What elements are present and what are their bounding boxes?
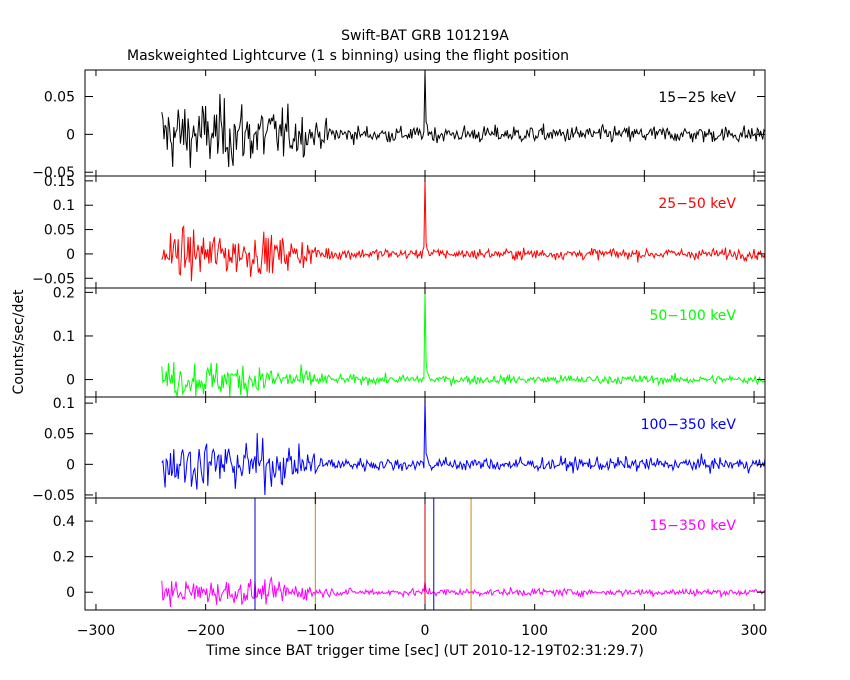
x-tick-label-6: 200 [631,623,658,639]
y-tick-label-4-3: 0.05 [44,427,75,443]
x-tick-label-7: 300 [741,623,768,639]
band-label-5: 15−350 keV [649,518,736,534]
y-tick-label-2-3: 0.05 [44,223,75,239]
panel-4: −0.05 0 0.05 0.1 100−350 keV [32,396,766,504]
x-axis-label: Time since BAT trigger time [sec] (UT 20… [205,643,644,659]
series-line-3 [161,290,766,398]
y-tick-label-5-3: 0.4 [53,514,75,530]
x-tick-label-3: −100 [296,623,334,639]
y-tick-label-2-1: −0.05 [32,271,75,287]
x-tick-label-2: −200 [186,623,224,639]
panel-2: −0.05 0 0.05 0.1 0.15 25−50 keV [32,174,766,289]
series-line-5 [161,576,766,607]
band-label-4: 100−350 keV [641,417,737,433]
y-tick-label-2-4: 0.1 [53,198,75,214]
y-tick-label-3-1: 0 [66,373,75,389]
panel-3: 0 0.1 0.2 50−100 keV [53,285,766,398]
y-tick-label-2-2: 0 [66,247,75,263]
panel-1: −0.05 0 0.05 15−25 keV [32,69,766,181]
y-tick-label-1-3: 0.05 [44,90,75,106]
x-tick-label-1: −300 [77,623,115,639]
y-tick-label-4-2: 0 [66,457,75,473]
band-label-3: 50−100 keV [649,308,736,324]
y-axis-label: Counts/sec/det [11,289,27,394]
panels: −0.05 0 0.05 15−25 keV −0.05 0 0.05 0.1 0.15 25−5… [32,69,768,639]
y-tick-label-5-2: 0.2 [53,550,75,566]
chart-subtitle: Maskweighted Lightcurve (1 s binning) us… [127,48,569,64]
series-line-2 [161,178,766,282]
y-tick-label-1-2: 0 [66,127,75,143]
series-line-4 [161,398,766,496]
band-label-1: 15−25 keV [658,90,736,106]
y-tick-label-4-4: 0.1 [53,396,75,412]
chart-title: Swift-BAT GRB 101219A [341,28,509,44]
y-tick-label-5-1: 0 [66,585,75,601]
y-tick-label-3-3: 0.2 [53,285,75,301]
panel-5: 0 0.2 0.4 15−350 keV [53,497,766,611]
x-tick-label-5: 100 [521,623,548,639]
y-tick-label-2-5: 0.15 [44,174,75,190]
band-label-2: 25−50 keV [658,196,736,212]
y-tick-label-4-1: −0.05 [32,488,75,504]
y-tick-label-1-1: −0.05 [32,165,75,181]
x-tick-label-4: 0 [421,623,430,639]
y-tick-label-3-2: 0.1 [53,329,75,345]
series-line-1 [161,69,766,168]
